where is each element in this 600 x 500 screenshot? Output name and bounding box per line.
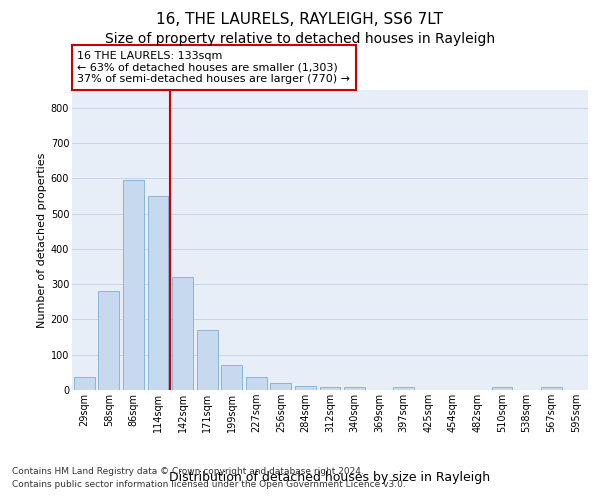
Bar bbox=[491, 387, 512, 390]
X-axis label: Distribution of detached houses by size in Rayleigh: Distribution of detached houses by size … bbox=[169, 471, 491, 484]
Bar bbox=[74, 376, 95, 390]
Text: Size of property relative to detached houses in Rayleigh: Size of property relative to detached ho… bbox=[105, 32, 495, 46]
Bar bbox=[320, 387, 340, 390]
Bar bbox=[197, 330, 218, 390]
Text: 16 THE LAURELS: 133sqm
← 63% of detached houses are smaller (1,303)
37% of semi-: 16 THE LAURELS: 133sqm ← 63% of detached… bbox=[77, 51, 350, 84]
Bar bbox=[98, 291, 119, 390]
Bar bbox=[148, 196, 169, 390]
Bar bbox=[246, 376, 267, 390]
Bar bbox=[344, 387, 365, 390]
Text: Contains public sector information licensed under the Open Government Licence v3: Contains public sector information licen… bbox=[12, 480, 406, 489]
Bar bbox=[295, 386, 316, 390]
Y-axis label: Number of detached properties: Number of detached properties bbox=[37, 152, 47, 328]
Bar bbox=[541, 387, 562, 390]
Bar bbox=[172, 277, 193, 390]
Bar bbox=[123, 180, 144, 390]
Text: 16, THE LAURELS, RAYLEIGH, SS6 7LT: 16, THE LAURELS, RAYLEIGH, SS6 7LT bbox=[157, 12, 443, 28]
Bar bbox=[221, 366, 242, 390]
Bar bbox=[271, 383, 292, 390]
Text: Contains HM Land Registry data © Crown copyright and database right 2024.: Contains HM Land Registry data © Crown c… bbox=[12, 467, 364, 476]
Bar bbox=[393, 387, 414, 390]
